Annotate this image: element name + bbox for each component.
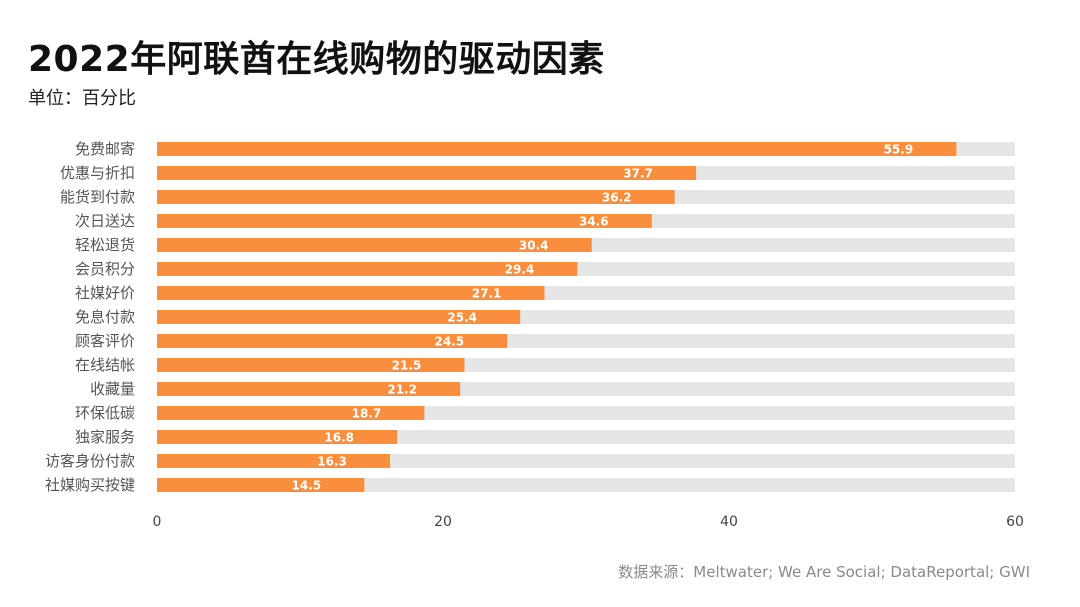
category-label: 访客身份付款 — [45, 452, 135, 470]
value-label: 27.1 — [472, 287, 502, 301]
bar — [157, 238, 592, 252]
value-label: 30.4 — [519, 239, 549, 253]
x-tick-label: 40 — [720, 514, 738, 530]
bar — [157, 430, 398, 444]
bar — [157, 406, 425, 420]
category-label: 顾客评价 — [75, 332, 135, 350]
category-label: 社媒购买按键 — [45, 476, 135, 494]
category-label: 免费邮寄 — [75, 140, 135, 158]
bar — [157, 262, 578, 276]
category-label: 社媒好价 — [75, 284, 135, 302]
bar — [157, 334, 508, 348]
value-label: 21.2 — [387, 383, 417, 397]
value-label: 25.4 — [447, 311, 477, 325]
bar — [157, 190, 675, 204]
x-tick-label: 20 — [434, 514, 452, 530]
category-label: 收藏量 — [90, 380, 135, 398]
bar — [157, 382, 461, 396]
value-labels: 55.9 37.7 36.2 34.6 30.4 29.427.1 25.4 24.5 21.5… — [292, 143, 914, 493]
bar — [157, 310, 521, 324]
value-label: 36.2 — [602, 191, 632, 205]
chart-subtitle: 单位：百分比 — [28, 88, 136, 109]
value-label: 16.8 — [324, 431, 354, 445]
bar — [157, 214, 652, 228]
value-label: 24.5 — [435, 335, 465, 349]
bar — [157, 478, 365, 492]
category-label: 在线结帐 — [75, 356, 135, 374]
chart-title: 2022年阿联酋在线购物的驱动因素 — [28, 39, 605, 80]
value-label: 29.4 — [505, 263, 535, 277]
category-label: 优惠与折扣 — [60, 164, 135, 182]
value-label: 55.9 — [884, 143, 914, 157]
bars — [157, 142, 957, 492]
x-axis-ticks: 0 20 40 60 — [153, 514, 1024, 530]
bar — [157, 142, 957, 156]
value-label: 21.5 — [392, 359, 422, 373]
value-label: 18.7 — [352, 407, 382, 421]
value-label: 34.6 — [579, 215, 609, 229]
category-label: 会员积分 — [75, 260, 135, 278]
category-label: 次日送达 — [75, 212, 135, 230]
x-tick-label: 60 — [1006, 514, 1024, 530]
value-label: 37.7 — [623, 167, 653, 181]
x-tick-label: 0 — [153, 514, 162, 530]
bar — [157, 286, 545, 300]
category-label: 免息付款 — [75, 308, 135, 326]
category-label: 独家服务 — [75, 428, 135, 446]
bar-track — [157, 478, 1015, 492]
category-labels: 免费邮寄优惠与折扣能货到付款次日送达轻松退货会员积分社媒好价免息付款顾客评价在线… — [45, 140, 135, 494]
source-note: 数据来源：Meltwater; We Are Social; DataRepor… — [618, 563, 1030, 581]
bar — [157, 454, 391, 468]
category-label: 轻松退货 — [75, 236, 135, 254]
value-label: 14.5 — [292, 479, 322, 493]
category-label: 能货到付款 — [60, 188, 135, 206]
bar — [157, 358, 465, 372]
value-label: 16.3 — [317, 455, 347, 469]
category-label: 环保低碳 — [75, 404, 135, 422]
bar — [157, 166, 697, 180]
